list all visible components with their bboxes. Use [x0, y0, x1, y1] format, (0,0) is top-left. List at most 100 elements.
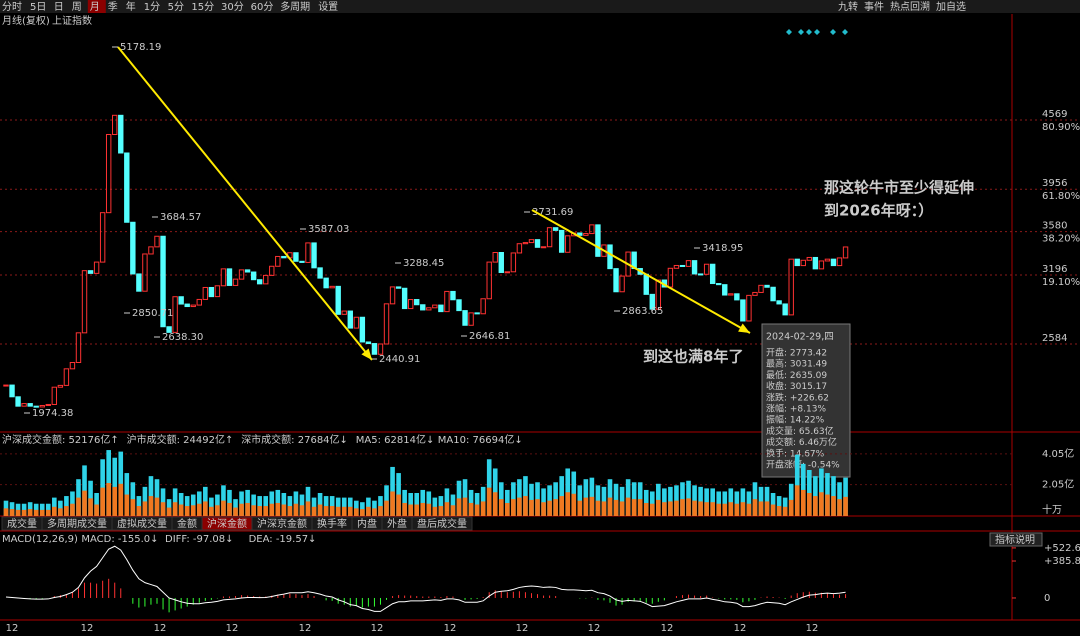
x-label: 12 — [661, 623, 674, 634]
candle — [341, 310, 347, 315]
candle — [492, 252, 498, 263]
toolbar-button[interactable]: 设置 — [318, 1, 338, 13]
volume-bar-lower — [758, 501, 764, 516]
volume-bar-lower — [571, 493, 577, 516]
toolbar-button[interactable]: 5日 — [30, 2, 46, 13]
toolbar-button[interactable]: 月 — [90, 1, 100, 13]
volume-bar-lower — [384, 500, 389, 516]
tooltip-date: 2024-02-29,四 — [766, 332, 834, 343]
tab-label[interactable]: 沪深金额 — [207, 517, 247, 530]
volume-bar-lower — [402, 502, 407, 516]
tab-label[interactable]: 成交量 — [7, 517, 37, 530]
tab-label[interactable]: 换手率 — [317, 517, 347, 530]
toolbar-button[interactable]: 加自选 — [936, 0, 966, 13]
volume-bar-lower — [366, 506, 371, 516]
toolbar-button[interactable]: 30分 — [221, 1, 244, 13]
tab[interactable] — [411, 516, 473, 531]
volume-bar-lower — [178, 504, 184, 516]
x-label: 12 — [154, 623, 167, 634]
candle — [69, 362, 76, 370]
candle — [9, 384, 15, 398]
diff-line — [5, 545, 846, 612]
toolbar-button[interactable]: 事件 — [864, 0, 884, 13]
toolbar-button[interactable]: 九转 — [838, 0, 858, 13]
volume-bar-lower — [831, 496, 836, 516]
candle — [232, 278, 239, 286]
candle — [81, 270, 88, 334]
tab-label[interactable]: 虚拟成交量 — [117, 517, 167, 530]
toolbar-button[interactable]: 热点回溯 — [890, 0, 930, 13]
volume-bar-lower — [190, 505, 196, 516]
toolbar-button[interactable]: 分时 — [2, 1, 22, 13]
tab-label[interactable]: 外盘 — [387, 517, 407, 530]
toolbar-button[interactable]: 周 — [72, 1, 82, 13]
candle — [577, 232, 583, 236]
candle — [389, 286, 396, 305]
volume-bar-lower — [263, 506, 269, 516]
y-tick-label: 0 — [1044, 593, 1050, 604]
indicator-button-label[interactable]: 指标说明 — [995, 533, 1035, 546]
candle — [184, 303, 190, 308]
candle — [27, 403, 33, 407]
volume-bar-lower — [444, 502, 450, 516]
candle — [812, 256, 819, 270]
macd-header: DEA: -19.57↓ — [249, 534, 317, 545]
toolbar-button[interactable]: 季 — [108, 1, 118, 13]
volume-bar-lower — [692, 500, 697, 516]
candle — [57, 384, 64, 388]
toolbar-button[interactable]: 5分 — [168, 1, 184, 13]
volume-bar-lower — [396, 494, 401, 516]
candle — [462, 310, 468, 326]
volume-bar-lower — [299, 505, 305, 516]
candle — [456, 299, 462, 312]
tab-label[interactable]: 多周期成交量 — [47, 517, 107, 530]
candle — [468, 312, 474, 326]
candle — [558, 229, 565, 253]
volume-bar-lower — [317, 504, 323, 516]
volume-bar-lower — [722, 503, 728, 516]
extreme-label: 5178.19 — [120, 42, 161, 53]
candle — [154, 235, 160, 248]
tab-label[interactable]: 沪深京金额 — [257, 517, 307, 530]
candle — [770, 286, 776, 302]
candle — [474, 312, 480, 315]
volume-bar-lower — [27, 509, 33, 516]
fib-label: 80.90% — [1042, 122, 1080, 133]
tab-label[interactable]: 盘后成交量 — [417, 517, 467, 530]
toolbar-button[interactable]: 15分 — [191, 1, 214, 13]
volume-bar-lower — [221, 500, 226, 516]
volume-bar-lower — [166, 507, 172, 516]
candle — [317, 267, 323, 279]
candle — [546, 227, 553, 248]
toolbar-button[interactable]: 多周期 — [280, 0, 310, 13]
candle — [788, 258, 794, 316]
candle — [722, 284, 728, 296]
volume-bar-lower — [112, 486, 118, 516]
candle — [263, 274, 269, 285]
volume-bar-lower — [203, 501, 208, 516]
volume-bar-lower — [746, 503, 752, 516]
volume-bar-lower — [583, 497, 589, 516]
volume-bar-lower — [160, 502, 166, 516]
tab-active-bg — [87, 0, 106, 13]
indicator-button[interactable] — [989, 532, 1043, 547]
candle — [782, 303, 788, 316]
tooltip-row: 成交额: 6.46万亿 — [766, 436, 837, 448]
toolbar-button[interactable]: 年 — [126, 0, 136, 13]
x-label: 12 — [734, 623, 747, 634]
tab-label[interactable]: 内盘 — [357, 517, 377, 530]
candle — [522, 242, 529, 245]
candle — [124, 152, 130, 223]
candle — [63, 368, 70, 386]
candle — [75, 332, 82, 364]
volume-bar-lower — [281, 504, 287, 516]
toolbar-button[interactable]: 日 — [54, 2, 64, 13]
toolbar-button[interactable]: 60分 — [251, 1, 274, 13]
toolbar-button[interactable]: 1分 — [144, 1, 160, 13]
candle — [371, 343, 378, 355]
tab-label[interactable]: 金额 — [177, 517, 197, 530]
volume-bar-lower — [305, 501, 311, 516]
volume-bar-lower — [517, 497, 522, 516]
volume-bar-lower — [619, 501, 625, 516]
volume-bar-lower — [710, 502, 715, 516]
